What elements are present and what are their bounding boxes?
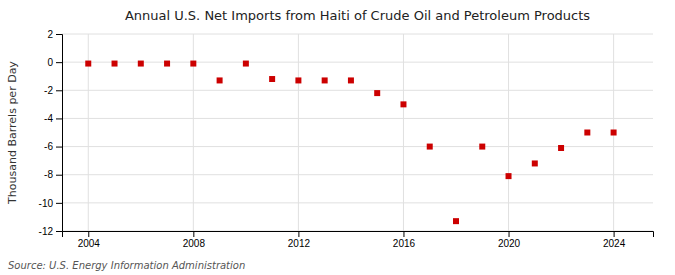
grid-line — [62, 202, 653, 203]
point — [85, 61, 91, 67]
point — [479, 144, 485, 150]
point — [400, 101, 406, 107]
chart: 2004 2008 2012 2016 2020 2024 2 0 -2 -4 -6 -8 -10 -12… — [0, 0, 675, 275]
tick-mark — [298, 231, 299, 237]
point — [427, 144, 433, 150]
tick-mark — [509, 231, 510, 237]
tick-label: 2012 — [288, 238, 311, 249]
tick-mark — [56, 231, 62, 232]
tick-mark — [614, 231, 615, 237]
tick: -6 — [44, 141, 62, 152]
grid-line — [62, 174, 653, 175]
tick-label: 2004 — [78, 238, 101, 249]
tick-label: -10 — [39, 198, 54, 209]
y-axis-title: Thousand Barrels per Day — [6, 61, 19, 205]
tick-mark — [56, 90, 62, 91]
tick: -12 — [39, 226, 62, 237]
point — [348, 77, 354, 83]
tick: 2004 — [78, 231, 101, 249]
tick-label: 2024 — [603, 238, 626, 249]
tick-mark — [56, 175, 62, 176]
tick-label: -12 — [39, 226, 54, 237]
point — [611, 130, 617, 136]
grid-line — [62, 90, 653, 91]
tick-label: 0 — [47, 57, 53, 68]
axis-line — [63, 232, 654, 238]
tick-mark — [56, 62, 62, 63]
grid-line — [62, 118, 653, 119]
point — [112, 61, 118, 67]
tick: 2020 — [498, 231, 521, 249]
x-axis: 2004 2008 2012 2016 2020 2024 — [63, 231, 654, 249]
point — [558, 145, 564, 151]
annotation: Source: U.S. Energy Information Administ… — [8, 260, 245, 271]
tick: 2012 — [288, 231, 311, 249]
tick: 2024 — [603, 231, 626, 249]
tick: -8 — [44, 169, 62, 180]
tick: -4 — [44, 113, 62, 124]
point — [532, 160, 538, 166]
axis-line — [56, 35, 63, 232]
point — [269, 76, 275, 82]
title: Annual U.S. Net Imports from Haiti of Cr… — [125, 8, 590, 23]
tick: 0 — [47, 57, 62, 68]
tick-mark — [193, 231, 194, 237]
point — [506, 173, 512, 179]
tick-label: -6 — [44, 141, 53, 152]
point — [243, 61, 249, 67]
point — [584, 130, 590, 136]
point — [164, 61, 170, 67]
tick: 2016 — [393, 231, 416, 249]
grid — [62, 34, 653, 231]
point — [138, 61, 144, 67]
tick: -2 — [44, 85, 62, 96]
tick-label: 2 — [47, 29, 53, 40]
grid-line — [403, 34, 404, 231]
tick: -10 — [39, 198, 62, 209]
tick: 2008 — [183, 231, 206, 249]
tick-mark — [56, 118, 62, 119]
plot-area: 2004 2008 2012 2016 2020 2024 2 0 -2 -4 -6 -8 -10 -12 — [39, 29, 654, 249]
point — [453, 218, 459, 224]
grid-line — [62, 146, 653, 147]
tick: 2 — [47, 29, 62, 40]
tick-mark — [403, 231, 404, 237]
y-axis: 2 0 -2 -4 -6 -8 -10 -12 — [39, 29, 63, 237]
tick-mark — [56, 34, 62, 35]
tick-mark — [56, 147, 62, 148]
tick-label: -4 — [44, 113, 53, 124]
tick-mark — [88, 231, 89, 237]
tick-label: -8 — [44, 169, 53, 180]
point — [190, 61, 196, 67]
tick-mark — [56, 203, 62, 204]
grid-line — [62, 62, 653, 63]
grid-line — [298, 34, 299, 231]
tick-label: -2 — [44, 85, 53, 96]
tick-label: 2016 — [393, 238, 416, 249]
grid-line — [508, 34, 509, 231]
point — [322, 77, 328, 83]
tick-label: 2020 — [498, 238, 521, 249]
grid-line — [62, 34, 653, 35]
point — [217, 77, 223, 83]
tick-label: 2008 — [183, 238, 206, 249]
point — [374, 90, 380, 96]
point — [295, 77, 301, 83]
points — [85, 61, 616, 225]
